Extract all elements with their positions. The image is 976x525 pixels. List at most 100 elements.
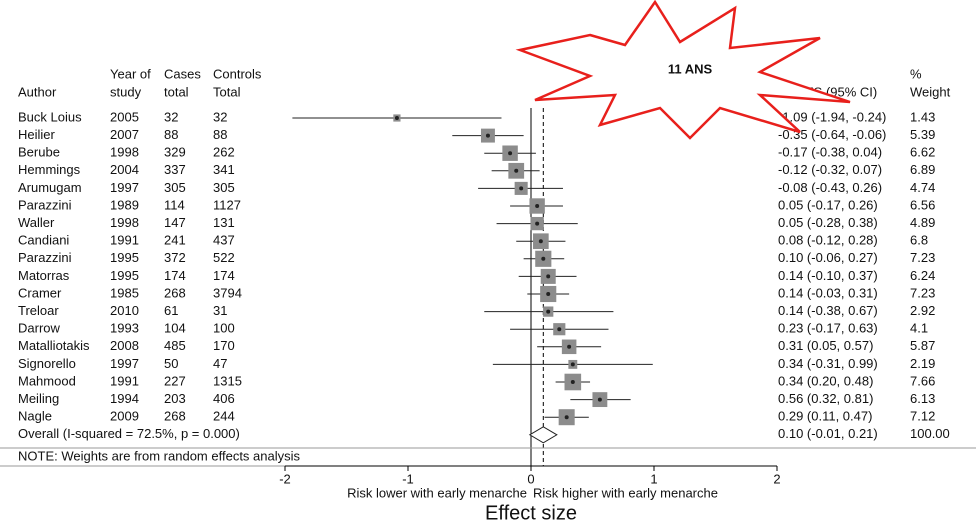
cell-author: Matalliotakis — [18, 338, 90, 353]
cell-cases: 241 — [164, 233, 186, 248]
cell-cases: 147 — [164, 215, 186, 230]
cell-controls: 1127 — [213, 197, 241, 212]
weight-label: 2.19 — [910, 356, 935, 371]
cell-year: 2007 — [110, 127, 139, 142]
column-header: Author — [18, 84, 57, 99]
cell-cases: 485 — [164, 338, 186, 353]
cell-cases: 50 — [164, 356, 178, 371]
point-estimate — [535, 204, 540, 208]
point-estimate — [597, 397, 602, 402]
column-header: Weight — [910, 84, 951, 99]
cell-controls: 262 — [213, 145, 235, 160]
cell-controls: 32 — [213, 109, 227, 124]
point-estimate — [564, 415, 569, 420]
weight-label: 2.92 — [910, 303, 935, 318]
es-label: 0.05 (-0.28, 0.38) — [778, 215, 878, 230]
weight-label: 4.74 — [910, 180, 935, 195]
point-estimate — [541, 256, 546, 261]
cell-author: Meiling — [18, 391, 59, 406]
cell-year: 1993 — [110, 321, 139, 336]
es-label: 0.10 (-0.01, 0.21) — [778, 426, 878, 441]
cell-cases: 174 — [164, 268, 186, 283]
weight-label: 4.89 — [910, 215, 935, 230]
cell-author: Parazzini — [18, 250, 72, 265]
x-tick-label: 0 — [527, 471, 534, 486]
es-label: 0.23 (-0.17, 0.63) — [778, 321, 878, 336]
weight-label: 6.13 — [910, 391, 935, 406]
cell-author: Matorras — [18, 268, 70, 283]
cell-year: 1998 — [110, 215, 139, 230]
x-axis-title: Effect size — [485, 502, 577, 524]
cell-controls: 341 — [213, 162, 235, 177]
weight-label: 100.00 — [910, 426, 950, 441]
cell-author: Nagle — [18, 409, 52, 424]
weight-label: 6.24 — [910, 268, 935, 283]
column-header: Controls — [213, 66, 262, 81]
cell-author: Cramer — [18, 285, 62, 300]
es-label: 0.14 (-0.38, 0.67) — [778, 303, 878, 318]
x-right-label: Risk higher with early menarche — [533, 485, 718, 500]
note: NOTE: Weights are from random effects an… — [18, 448, 301, 463]
weight-label: 5.87 — [910, 338, 935, 353]
x-tick-label: 2 — [773, 471, 780, 486]
cell-author: Candiani — [18, 233, 69, 248]
weight-label: 6.89 — [910, 162, 935, 177]
cell-cases: 114 — [164, 197, 185, 212]
cell-year: 1995 — [110, 268, 139, 283]
es-label: 0.29 (0.11, 0.47) — [778, 409, 872, 424]
cell-cases: 32 — [164, 109, 178, 124]
es-label: 0.14 (-0.03, 0.31) — [778, 285, 878, 300]
star-shape — [515, 0, 851, 140]
cell-author: Mahmood — [18, 373, 76, 388]
annotation-text: 11 ANS — [668, 61, 713, 76]
cell-year: 2004 — [110, 162, 139, 177]
weight-label: 7.23 — [910, 285, 935, 300]
cell-controls: 305 — [213, 180, 235, 195]
es-label: 0.05 (-0.17, 0.26) — [778, 197, 878, 212]
cell-controls: 3794 — [213, 285, 242, 300]
weight-label: 6.8 — [910, 233, 928, 248]
cell-year: 1991 — [110, 233, 139, 248]
cell-year: 2005 — [110, 109, 139, 124]
point-estimate — [394, 116, 399, 120]
cell-year: 1985 — [110, 285, 139, 300]
es-label: 0.56 (0.32, 0.81) — [778, 391, 873, 406]
cell-author: Buck Loius — [18, 109, 82, 124]
cell-author: Signorello — [18, 356, 76, 371]
x-tick-label: 1 — [650, 471, 657, 486]
point-estimate — [546, 309, 551, 314]
es-label: -0.35 (-0.64, -0.06) — [778, 127, 886, 142]
column-header: Year of — [110, 66, 151, 81]
point-estimate — [535, 221, 540, 226]
cell-cases: 305 — [164, 180, 186, 195]
es-label: 0.14 (-0.10, 0.37) — [778, 268, 878, 283]
cell-year: 2008 — [110, 338, 139, 353]
es-label: -0.12 (-0.32, 0.07) — [778, 162, 882, 177]
point-estimate — [485, 133, 490, 138]
x-left-label: Risk lower with early menarche — [347, 485, 527, 500]
cell-controls: 437 — [213, 233, 235, 248]
cell-author: Treloar — [18, 303, 59, 318]
cell-author: Berube — [18, 145, 60, 160]
cell-year: 2010 — [110, 303, 139, 318]
weight-label: 6.62 — [910, 145, 935, 160]
point-estimate — [557, 327, 562, 332]
es-label: 0.34 (-0.31, 0.99) — [778, 356, 878, 371]
cell-year: 2009 — [110, 409, 139, 424]
cell-author: Darrow — [18, 321, 61, 336]
weight-label: 1.43 — [910, 109, 935, 124]
weight-label: 4.1 — [910, 321, 928, 336]
es-label: 0.34 (0.20, 0.48) — [778, 373, 873, 388]
es-label: 0.31 (0.05, 0.57) — [778, 338, 873, 353]
cell-year: 1997 — [110, 356, 139, 371]
point-estimate — [546, 292, 551, 296]
es-label: -1.09 (-1.94, -0.24) — [778, 109, 886, 124]
x-tick-label: -1 — [402, 471, 414, 486]
column-header: Total — [213, 84, 241, 99]
cell-cases: 203 — [164, 391, 186, 406]
es-label: -0.17 (-0.38, 0.04) — [778, 145, 882, 160]
cell-cases: 88 — [164, 127, 178, 142]
cell-controls: 170 — [213, 338, 235, 353]
cell-controls: 47 — [213, 356, 227, 371]
